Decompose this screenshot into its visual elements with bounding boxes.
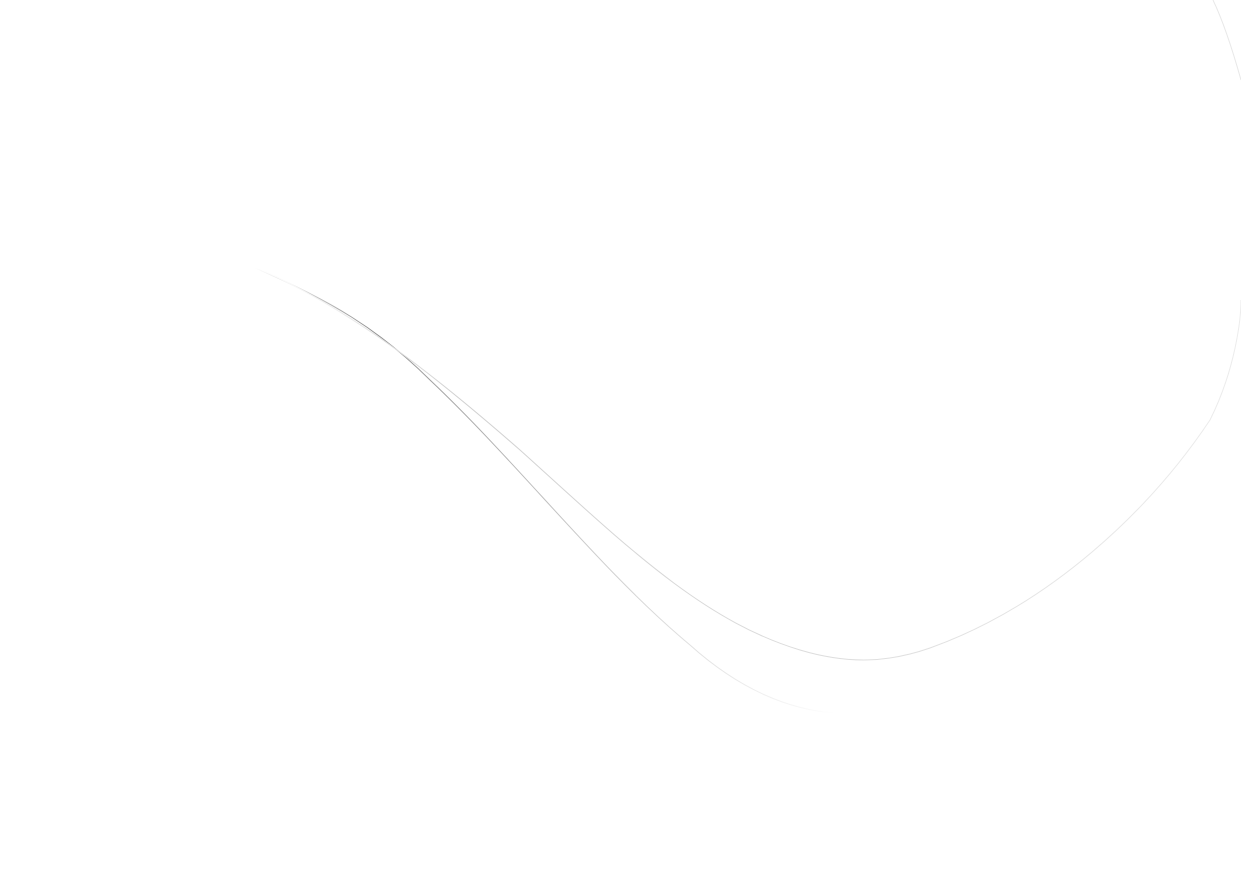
wave-line-faint: [1212, 0, 1241, 81]
wave-line-light: [261, 269, 1241, 661]
wave-line-dark: [254, 267, 836, 714]
